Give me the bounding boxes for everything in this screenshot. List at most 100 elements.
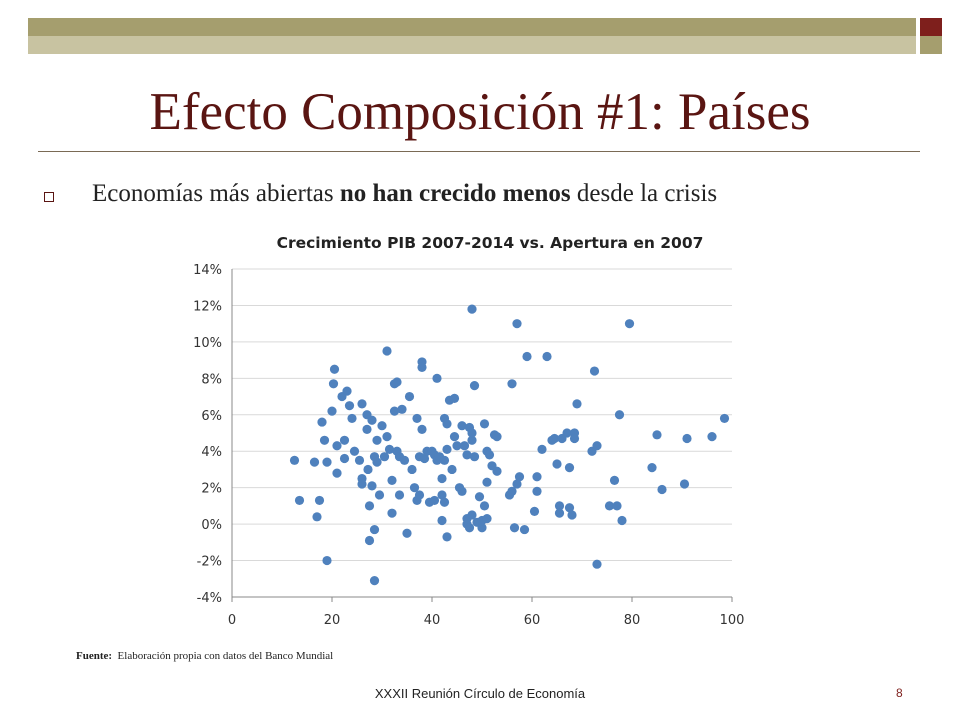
scatter-point: [397, 404, 407, 414]
scatter-point: [652, 430, 662, 440]
chart-title: Crecimiento PIB 2007-2014 vs. Apertura e…: [276, 234, 704, 252]
scatter-point: [404, 391, 415, 402]
scatter-point: [322, 457, 332, 467]
title-divider: [38, 151, 920, 152]
scatter-point: [399, 455, 410, 465]
x-tick-label: 40: [424, 613, 441, 628]
scatter-point: [382, 346, 392, 356]
x-tick-label: 100: [720, 613, 745, 628]
scatter-point: [394, 490, 405, 500]
scatter-point: [522, 351, 532, 362]
scatter-point: [707, 432, 717, 442]
scatter-point: [507, 486, 517, 496]
y-tick-label: -2%: [197, 555, 222, 570]
scatter-point: [464, 523, 475, 533]
scatter-point: [532, 486, 542, 496]
scatter-point: [719, 413, 730, 424]
scatter-point: [564, 503, 575, 513]
scatter-point: [357, 399, 367, 409]
scatter-point: [432, 373, 442, 383]
scatter-point: [519, 524, 530, 535]
scatter-point: [492, 466, 502, 476]
scatter-point: [342, 386, 352, 396]
scatter-point: [589, 366, 600, 376]
y-tick-label: 10%: [193, 336, 222, 351]
slide-title: Efecto Composición #1: Países: [149, 83, 811, 141]
scatter-point: [289, 455, 300, 465]
scatter-point: [442, 444, 452, 454]
scatter-point: [647, 463, 657, 473]
scatter-point: [449, 432, 460, 442]
scatter-point: [362, 424, 372, 434]
scatter-point: [357, 479, 367, 489]
footer-text: XXXII Reunión Círculo de Economía: [374, 686, 586, 701]
y-tick-label: 0%: [201, 518, 222, 533]
scatter-point: [402, 528, 412, 538]
scatter-point: [332, 441, 342, 451]
scatter-point: [484, 450, 495, 460]
scatter-point: [569, 433, 580, 444]
scatter-point: [437, 473, 447, 484]
scatter-point: [377, 421, 387, 431]
scatter-point: [614, 410, 625, 420]
scatter-point: [367, 415, 377, 425]
source-note: Fuente: Elaboración propia con datos del…: [76, 650, 333, 662]
scatter-point: [322, 555, 332, 566]
scatter-point: [537, 444, 547, 454]
y-tick-label: 6%: [201, 409, 222, 424]
scatter-point: [592, 441, 602, 451]
scatter-point: [294, 495, 305, 506]
scatter-point: [412, 413, 422, 424]
source-label: Fuente:: [76, 650, 113, 662]
scatter-point: [369, 576, 380, 586]
scatter-point: [467, 428, 477, 438]
scatter-point: [372, 435, 382, 445]
scatter-point: [554, 508, 565, 518]
scatter-point: [567, 510, 577, 520]
scatter-point: [462, 450, 472, 460]
scatter-point: [369, 524, 380, 535]
header-decor-bar: [28, 18, 942, 54]
scatter-point: [389, 406, 400, 416]
scatter-point: [387, 508, 397, 518]
scatter-point: [452, 441, 462, 451]
scatter-point: [437, 490, 447, 500]
header-band-dark: [28, 18, 916, 36]
scatter-point: [407, 464, 417, 475]
scatter-point: [347, 413, 357, 424]
scatter-point: [382, 432, 392, 442]
y-tick-label: 8%: [201, 372, 222, 387]
scatter-point: [312, 512, 322, 522]
scatter-point: [532, 472, 542, 482]
scatter-point: [429, 495, 440, 506]
scatter-point: [317, 417, 327, 427]
scatter-point: [604, 501, 615, 511]
bullet-text-post: desde la crisis: [570, 180, 718, 207]
scatter-point: [482, 477, 492, 487]
scatter-point: [552, 459, 562, 469]
scatter-point: [564, 463, 575, 473]
scatter-point: [419, 453, 430, 464]
scatter-point: [542, 351, 552, 362]
scatter-point: [554, 501, 565, 511]
scatter-point: [339, 435, 350, 445]
scatter-point: [477, 523, 487, 533]
scatter-point: [509, 523, 520, 533]
scatter-point: [439, 455, 450, 465]
scatter-point: [384, 444, 395, 454]
square-bullet-icon: [44, 192, 54, 202]
scatter-point: [439, 497, 450, 507]
scatter-point: [679, 479, 690, 489]
header-square-red: [920, 18, 942, 36]
x-tick-label: 0: [228, 613, 236, 628]
scatter-point: [479, 501, 490, 511]
scatter-point: [612, 501, 622, 511]
scatter-point: [339, 453, 350, 464]
scatter-point: [549, 433, 560, 444]
bullet-text-bold: no han crecido menos: [339, 180, 571, 207]
y-tick-label: 14%: [193, 263, 222, 278]
scatter-point: [442, 419, 452, 429]
scatter-point: [457, 421, 467, 431]
scatter-point: [572, 399, 582, 409]
